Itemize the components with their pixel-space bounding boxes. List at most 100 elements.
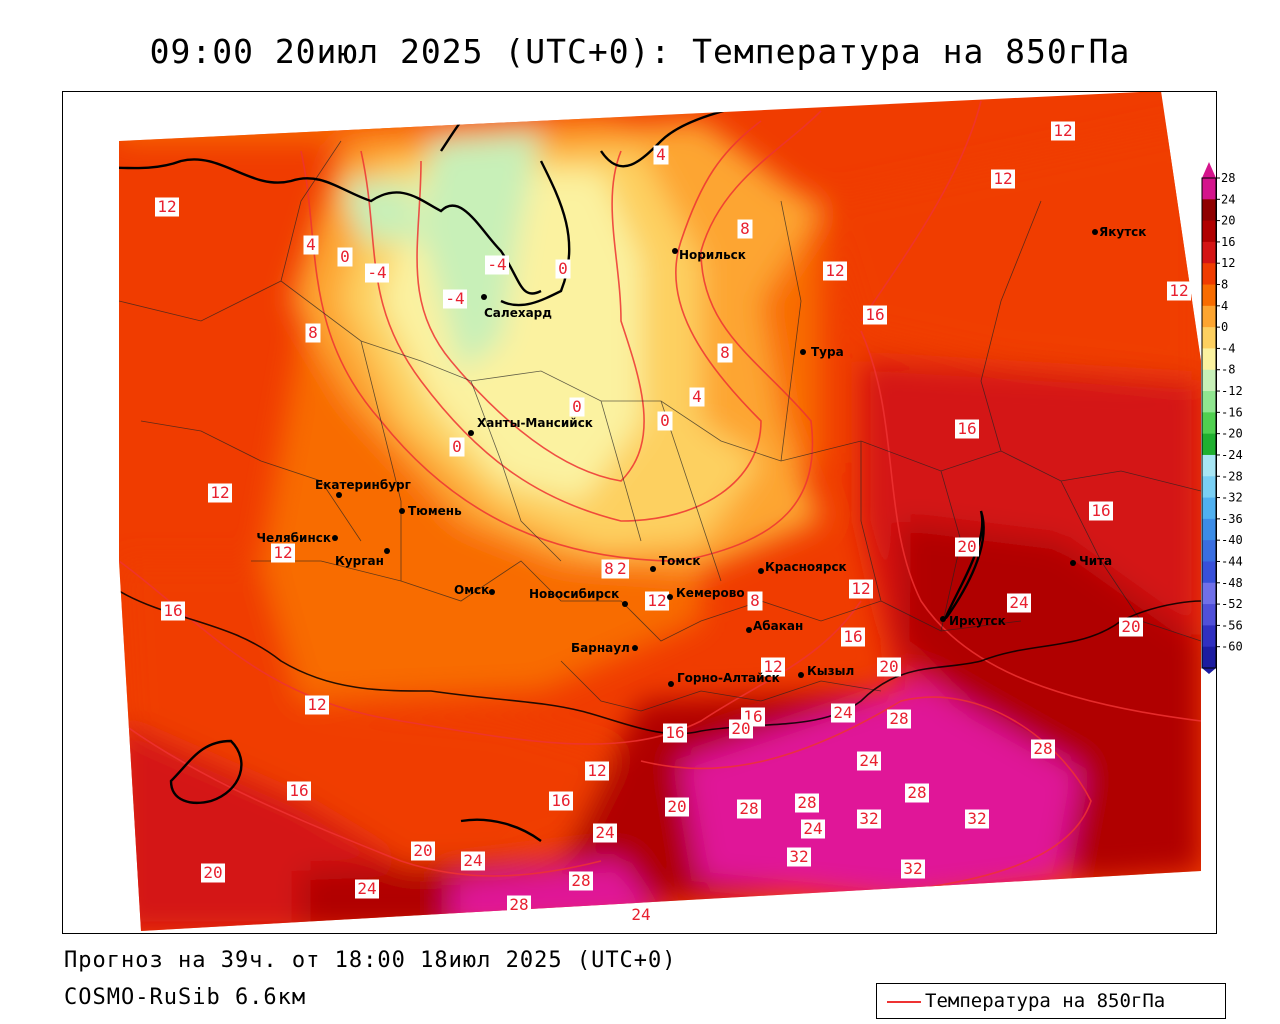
scale-tick-label: 12: [1221, 256, 1235, 270]
isotherm-label-bg: [689, 387, 705, 407]
isotherm-label-bg: [761, 657, 785, 677]
isotherm-label: 0: [337, 247, 353, 267]
isotherm-label-bg: [665, 797, 689, 817]
city-marker: Барнаул: [571, 641, 638, 655]
isotherm-label-text: 20: [731, 719, 750, 738]
isotherm-label: 8: [601, 559, 617, 579]
isotherm-label: 32: [965, 809, 989, 829]
temperature-color-scale: 28 24 20 16 12 8 4 0 -4 -8 -12 -16 -20 -24 -28 -32 -36 -4…: [1200, 160, 1280, 680]
isotherm-label: 12: [305, 695, 329, 715]
isotherm-lines: [119, 100, 1201, 892]
scale-tick-label: 8: [1221, 278, 1228, 292]
isotherm-label-bg: [161, 601, 185, 621]
isotherm-label-text: 28: [739, 799, 758, 818]
isotherm-label-text: 20: [667, 797, 686, 816]
isotherm-label-bg: [208, 483, 232, 503]
isotherm-label-text: 0: [340, 247, 350, 266]
isotherm-label-text: 0: [452, 437, 462, 456]
city-name: Томск: [659, 554, 701, 568]
scale-swatch: [1202, 199, 1216, 222]
legend-line-swatch: [887, 1001, 921, 1003]
isotherm-label: 4: [653, 145, 669, 165]
isotherm-label-bg: [801, 819, 825, 839]
city-marker: Абакан: [746, 619, 803, 633]
isotherm-label-text: 16: [843, 627, 862, 646]
isotherm-label-bg: [1119, 617, 1143, 637]
isotherm-label-text: 12: [273, 543, 292, 562]
isotherm-label-bg: [729, 719, 753, 739]
isotherm-label: 24: [801, 819, 825, 839]
isotherm-label-bg: [629, 905, 653, 925]
isotherm-label: 16: [549, 791, 573, 811]
isotherm-label-bg: [287, 781, 311, 801]
city-name: Кемерово: [676, 586, 745, 600]
isotherm-label-text: 28: [889, 709, 908, 728]
isotherm-label: 32: [901, 859, 925, 879]
city-name: Кызыл: [807, 664, 854, 678]
isotherm-label-text: 16: [551, 791, 570, 810]
isotherm-label-bg: [901, 859, 925, 879]
isotherm-label: 32: [857, 809, 881, 829]
isotherm-label: 4: [303, 235, 319, 255]
city-dot: [667, 594, 673, 600]
scale-bar-outline: [1201, 177, 1217, 669]
scale-tick-label: 4: [1221, 299, 1228, 313]
city-name: Ханты-Мансийск: [477, 416, 593, 430]
isotherm-label-bg: [449, 437, 465, 457]
city-marker: Иркутск: [940, 614, 1006, 628]
city-dot: [622, 601, 628, 607]
isotherm-label-bg: [955, 537, 979, 557]
city-name: Салехард: [484, 306, 552, 320]
scale-swatch: [1202, 263, 1216, 286]
isotherm-label-bg: [657, 411, 673, 431]
isotherm-label-bg: [355, 879, 379, 899]
isotherm-label-text: 4: [656, 145, 666, 164]
isotherm-label-bg: [305, 695, 329, 715]
isotherm-label-bg: [841, 627, 865, 647]
isotherm-label: 32: [787, 847, 811, 867]
isotherm-label: 0: [657, 411, 673, 431]
isotherm-label-text: 12: [1169, 281, 1188, 300]
city-marker: Ханты-Мансийск: [468, 416, 593, 436]
isotherm-label-text: 4: [306, 235, 316, 254]
isotherm-label: 20: [1119, 617, 1143, 637]
isotherm-label-bg: [1089, 501, 1113, 521]
city-name: Екатеринбург: [315, 478, 411, 492]
isotherm-label: 28: [887, 709, 911, 729]
isotherm-label-text: 12: [825, 261, 844, 280]
city-marker: Курган: [335, 548, 390, 568]
isotherm-label: 0: [569, 397, 585, 417]
city-name: Горно-Алтайск: [677, 671, 780, 685]
city-name: Челябинск: [256, 531, 331, 545]
isotherm-label-text: 0: [558, 259, 568, 278]
city-name: Норильск: [679, 248, 746, 262]
city-marker: Салехард: [481, 294, 552, 320]
city-dot: [468, 430, 474, 436]
isotherm-label: 8: [737, 219, 753, 239]
isotherm-label-text: 24: [463, 851, 482, 870]
isotherm-label: 20: [955, 537, 979, 557]
isotherm-label-bg: [823, 261, 847, 281]
scale-tick-label: -20: [1221, 427, 1243, 441]
isotherm-label: 24: [831, 703, 855, 723]
city-layer: Салехард Норильск Якутск Тура Ханты-Мансийск…: [256, 225, 1146, 687]
isotherm-label-text: 0: [572, 397, 582, 416]
isotherm-label: 12: [155, 197, 179, 217]
isotherm-label: 24: [461, 851, 485, 871]
isotherm-label: 12: [849, 579, 873, 599]
isotherm-label-text: 24: [859, 751, 878, 770]
isotherm-label-bg: [991, 169, 1015, 189]
legend-label: Температура на 850гПа: [925, 990, 1166, 1012]
isotherm-label-text: 12: [993, 169, 1012, 188]
city-name: Барнаул: [571, 641, 630, 655]
scale-tick-label: -36: [1221, 512, 1243, 526]
scale-tick-label: -52: [1221, 597, 1243, 611]
scale-tick-label: -24: [1221, 448, 1243, 462]
isotherm-label-bg: [955, 419, 979, 439]
isotherm-label-text: -4: [445, 289, 464, 308]
isotherm-label-bg: [585, 761, 609, 781]
isotherm-label: 24: [593, 823, 617, 843]
city-name: Новосибирск: [529, 587, 619, 601]
isotherm-label: 24: [857, 751, 881, 771]
scale-swatch: [1202, 604, 1216, 626]
